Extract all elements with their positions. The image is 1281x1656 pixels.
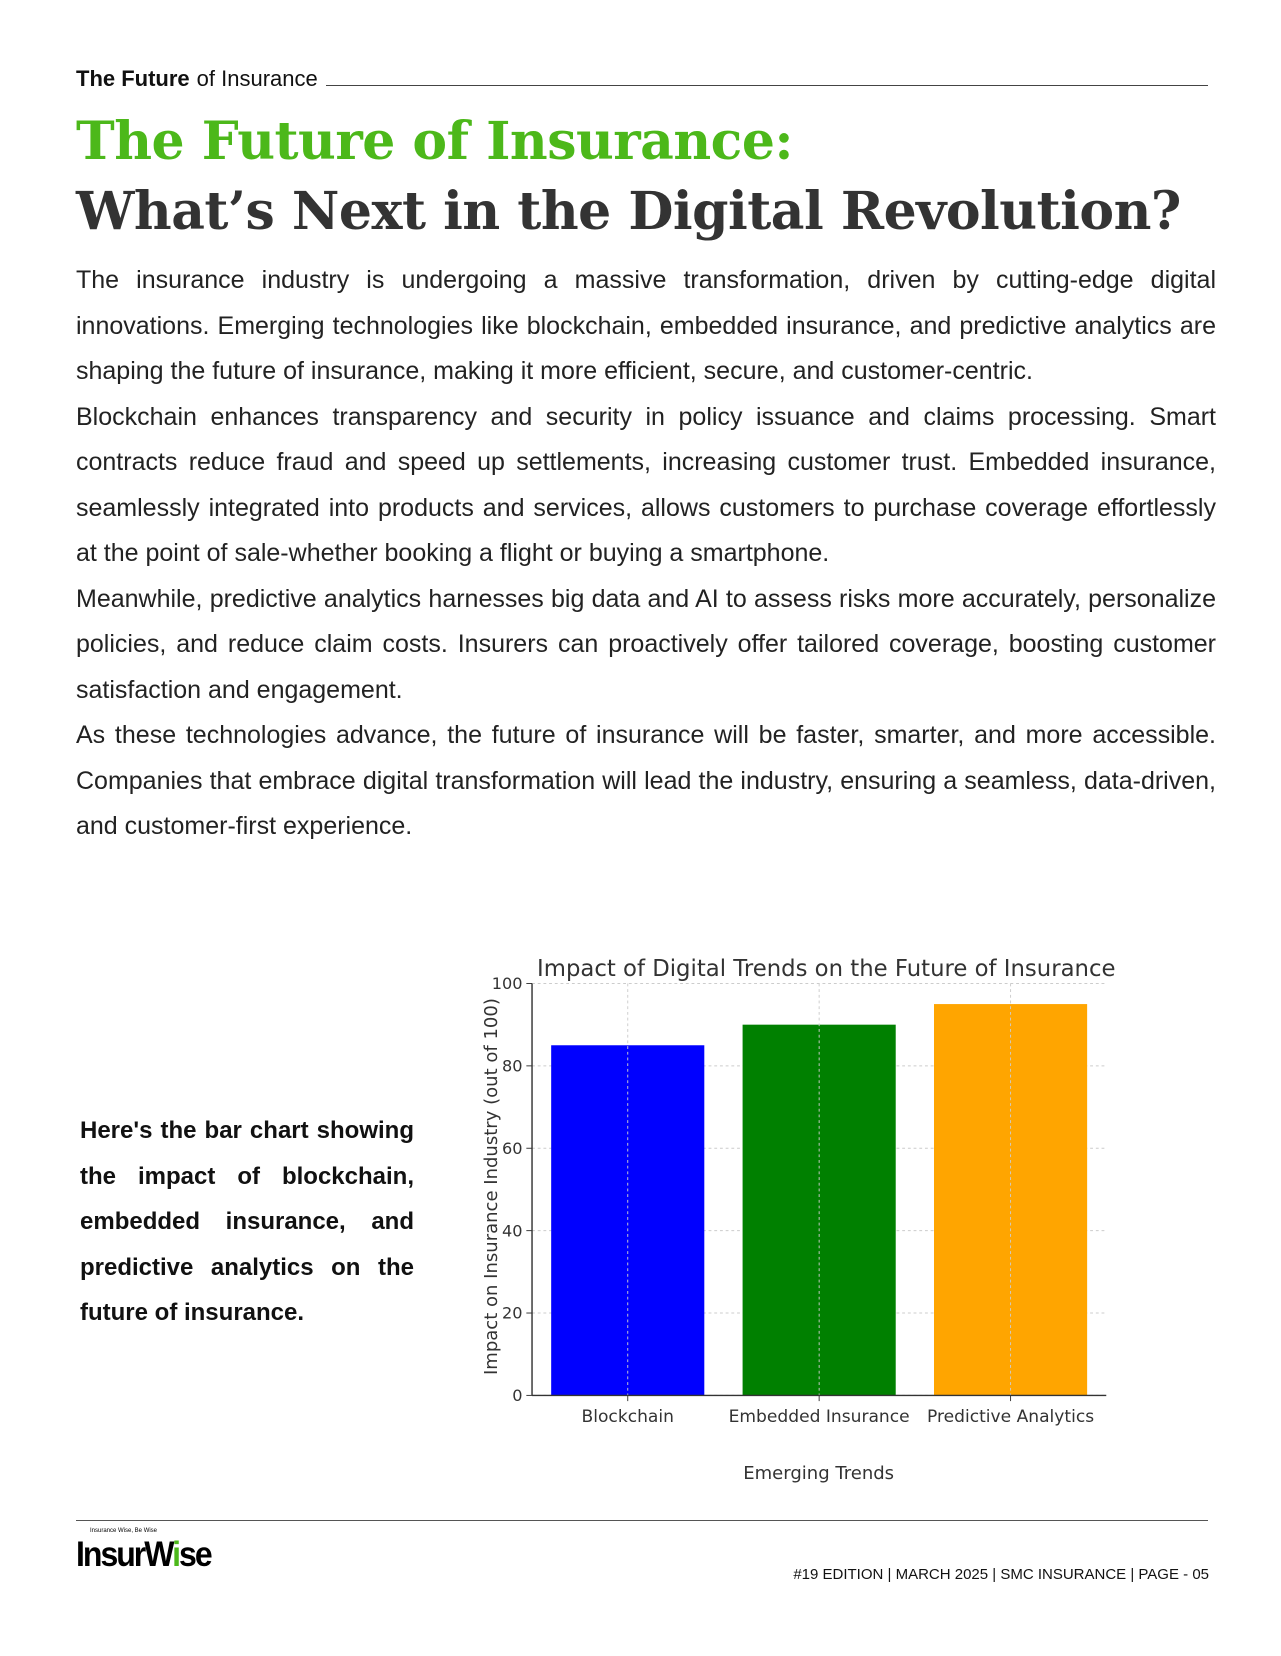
chart-caption: Here's the bar chart showing the impact … xyxy=(80,1117,414,1326)
article-title-line1: The Future of Insurance: xyxy=(76,111,794,172)
chart-title: Impact of Digital Trends on the Future o… xyxy=(537,956,1115,982)
chart-axes: 0 20 40 60 80 100 Blockchain Embedded Insurance… xyxy=(492,974,1107,1427)
chart-x-tick-label: Embedded Insurance xyxy=(729,1407,910,1427)
running-header: The Future of Insurance xyxy=(76,56,1208,90)
article-title-line2: What’s Next in the Digital Revolution? xyxy=(76,181,1181,242)
edition-info: #19 EDITION | MARCH 2025 | SMC INSURANCE… xyxy=(793,1566,1209,1583)
chart-y-tick-label: 100 xyxy=(492,974,523,993)
chart-vertical-grid xyxy=(627,983,1012,1396)
chart-x-axis-label: Emerging Trends xyxy=(743,1463,894,1484)
logo-text-c: se xyxy=(179,1534,213,1574)
article-paragraph: Blockchain enhances transparency and sec… xyxy=(76,402,1216,568)
chart-svg: 0 20 40 60 80 100 Blockchain Embedded Insurance… xyxy=(481,956,1116,1484)
logo-tagline: Insurance Wise, Be Wise xyxy=(90,1528,158,1534)
chart-x-tick-label: Blockchain xyxy=(582,1407,674,1427)
bar-chart: 0 20 40 60 80 100 Blockchain Embedded Insurance… xyxy=(460,955,1240,1515)
logo-wordmark: InsurWise xyxy=(76,1534,213,1575)
article-paragraph: The insurance industry is undergoing a m… xyxy=(76,266,1216,385)
header-divider xyxy=(325,85,1208,86)
chart-y-tick-label: 60 xyxy=(502,1139,523,1158)
chart-y-tick-label: 40 xyxy=(502,1221,523,1240)
article-paragraph: As these technologies advance, the futur… xyxy=(76,721,1216,840)
chart-bar xyxy=(742,1024,896,1396)
chart-y-tick-label: 20 xyxy=(502,1304,523,1323)
running-header-bold: The Future xyxy=(76,66,190,91)
logo-text-accent: i xyxy=(172,1534,181,1574)
chart-y-tick-label: 0 xyxy=(512,1386,522,1405)
footer-divider xyxy=(76,1520,1208,1521)
chart-y-axis-label: Impact on Insurance Industry (out of 100… xyxy=(481,998,502,1375)
chart-x-tick-label: Predictive Analytics xyxy=(927,1407,1094,1427)
chart-y-tick-label: 80 xyxy=(502,1057,523,1076)
logo-text-a: InsurW xyxy=(76,1534,174,1574)
article-body: The insurance industry is undergoing a m… xyxy=(76,258,1216,850)
insurwise-logo: Insurance Wise, Be Wise InsurWise xyxy=(76,1528,213,1574)
running-header-light: of Insurance xyxy=(196,66,318,91)
article-paragraph: Meanwhile, predictive analytics harnesse… xyxy=(76,584,1216,704)
